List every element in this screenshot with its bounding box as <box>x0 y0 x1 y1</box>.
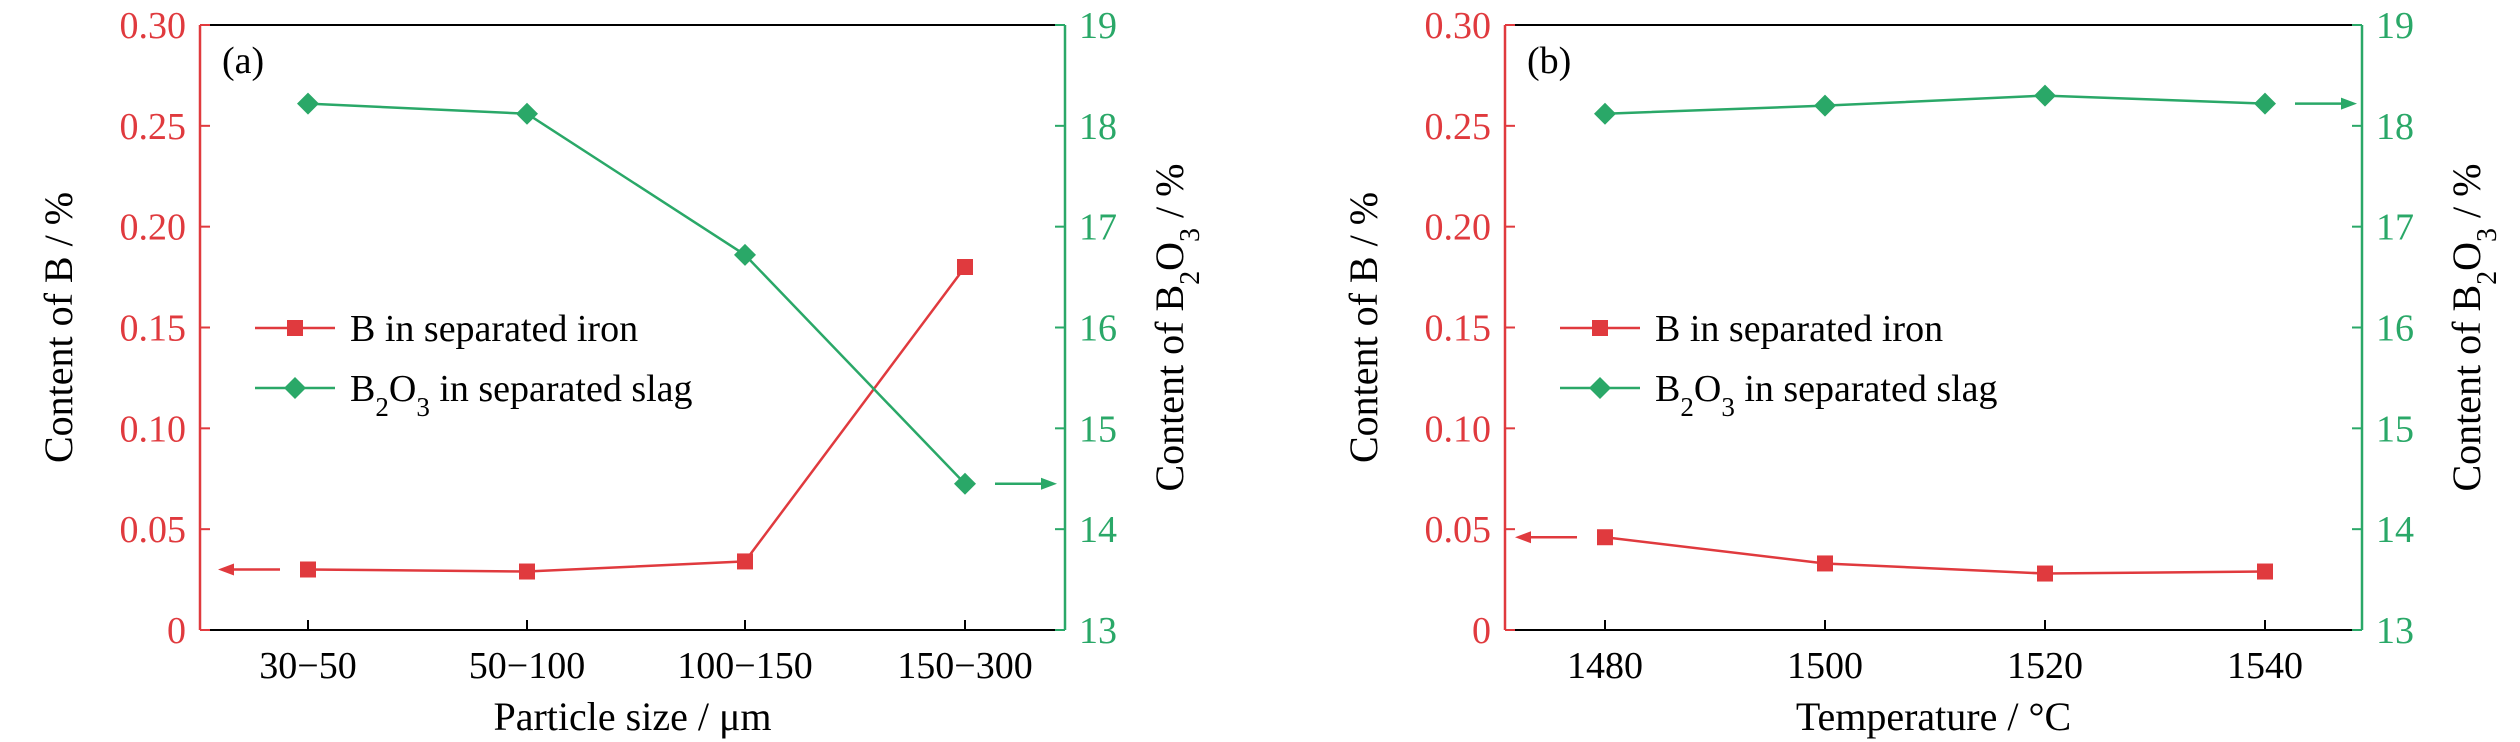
left-y-tick-label: 0.15 <box>1425 308 1492 350</box>
legend-label-b: B in separated iron <box>350 308 638 350</box>
data-point-b <box>2037 565 2053 582</box>
right-y-tick-label: 18 <box>1079 106 1117 148</box>
right-y-tick-label: 15 <box>2376 408 2414 450</box>
legend-marker-b2o3 <box>1589 377 1611 399</box>
x-axis-title: Temperature / °C <box>1796 694 2071 739</box>
chart-panel-b: 0 0.05 0.10 0.15 0.20 0.25 0.30 13 14 15 16 17 18 19 1… <box>1341 5 2503 739</box>
data-point-b2o3 <box>297 92 319 115</box>
left-axis-arrow-head <box>218 563 234 576</box>
series-line-b <box>1604 535 2266 575</box>
data-point-b <box>2257 563 2273 580</box>
x-tick-label: 30−50 <box>259 645 356 687</box>
series-line-b2o3 <box>307 102 966 485</box>
data-point-b <box>519 563 535 580</box>
left-axis-arrow-head <box>1515 531 1531 544</box>
legend-label-b2o3: B2O3 in separated slag <box>1655 368 1998 422</box>
right-y-axis-title: Content of B2O3 / % <box>2444 164 2503 492</box>
right-y-tick-label: 14 <box>2376 509 2414 551</box>
left-y-tick-label: 0.20 <box>120 207 187 249</box>
data-point-b2o3 <box>1814 94 1836 117</box>
right-y-tick-label: 15 <box>1079 408 1117 450</box>
legend: B in separated iron B2O3 in separated sla… <box>255 308 693 422</box>
x-tick-label: 1540 <box>2227 645 2303 687</box>
series-line-b2o3 <box>1604 94 2266 115</box>
right-y-tick-label: 18 <box>2376 106 2414 148</box>
legend-label-b2o3: B2O3 in separated slag <box>350 368 693 422</box>
x-tick-label: 1480 <box>1567 645 1643 687</box>
panel-label: (b) <box>1527 40 1571 82</box>
left-y-tick-label: 0.10 <box>1425 408 1492 450</box>
data-point-b2o3 <box>516 102 538 125</box>
data-point-b <box>1817 555 1833 572</box>
legend-marker-b <box>1592 320 1608 336</box>
right-axis-arrow-head <box>1041 477 1057 490</box>
left-y-tick-label: 0.10 <box>120 408 187 450</box>
left-y-tick-label: 0.25 <box>120 106 187 148</box>
left-y-tick-label: 0.25 <box>1425 106 1492 148</box>
right-y-tick-label: 19 <box>1079 5 1117 47</box>
x-tick-label: 1520 <box>2007 645 2083 687</box>
left-y-tick-label: 0.15 <box>120 308 187 350</box>
data-point-b2o3 <box>1594 102 1616 125</box>
data-point-b2o3 <box>2034 84 2056 107</box>
right-y-tick-label: 16 <box>1079 308 1117 350</box>
data-point-b2o3 <box>734 243 756 266</box>
left-y-tick-label: 0 <box>167 610 186 652</box>
legend-label-b: B in separated iron <box>1655 308 1943 350</box>
left-y-tick-label: 0.30 <box>1425 5 1492 47</box>
x-axis-title: Particle size / μm <box>493 694 771 739</box>
right-y-tick-label: 14 <box>1079 509 1117 551</box>
series-line-b <box>307 266 967 573</box>
x-tick-label: 50−100 <box>469 645 585 687</box>
legend-marker-b2o3 <box>284 377 306 399</box>
data-point-b2o3 <box>2254 92 2276 115</box>
right-y-tick-label: 17 <box>2376 207 2414 249</box>
left-y-tick-label: 0.05 <box>120 509 187 551</box>
left-y-axis-title: Content of B / % <box>36 192 81 463</box>
left-y-tick-label: 0.20 <box>1425 207 1492 249</box>
x-tick-label: 1500 <box>1787 645 1863 687</box>
legend: B in separated iron B2O3 in separated sla… <box>1560 308 1998 422</box>
left-y-tick-label: 0.05 <box>1425 509 1492 551</box>
right-y-tick-label: 17 <box>1079 207 1117 249</box>
right-y-axis-title: Content of B2O3 / % <box>1147 164 1206 492</box>
data-point-b <box>737 553 753 570</box>
x-tick-label: 100−150 <box>677 645 812 687</box>
data-point-b <box>957 259 973 275</box>
panel-label: (a) <box>222 40 264 82</box>
data-point-b2o3 <box>954 472 976 495</box>
right-y-tick-label: 19 <box>2376 5 2414 47</box>
data-point-b <box>300 561 316 578</box>
right-y-tick-label: 13 <box>1079 610 1117 652</box>
right-axis-arrow-head <box>2341 97 2357 110</box>
legend-marker-b <box>287 320 303 336</box>
right-y-tick-label: 13 <box>2376 610 2414 652</box>
left-y-tick-label: 0 <box>1472 610 1491 652</box>
left-y-axis-title: Content of B / % <box>1341 192 1386 463</box>
right-y-tick-label: 16 <box>2376 308 2414 350</box>
chart-panel-a: 0 0.05 0.10 0.15 0.20 0.25 0.30 13 14 15 16 17 18 19 3… <box>36 5 1206 739</box>
data-point-b <box>1597 529 1613 546</box>
x-tick-label: 150−300 <box>897 645 1032 687</box>
left-y-tick-label: 0.30 <box>120 5 187 47</box>
